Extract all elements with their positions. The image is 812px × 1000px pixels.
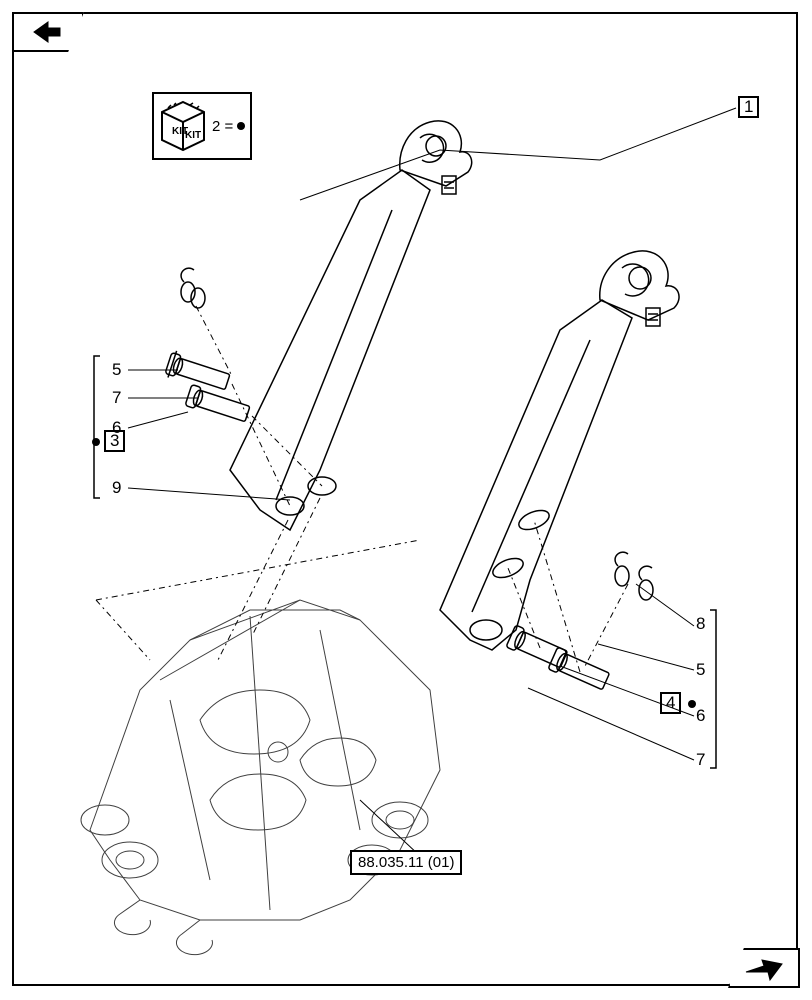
balloon-9: 9	[112, 478, 121, 498]
diagram-frame	[12, 12, 798, 986]
kit-legend: KIT KIT 2 =	[152, 92, 252, 160]
balloon-8: 8	[696, 614, 705, 634]
balloon-6-left: 6	[112, 418, 121, 438]
kit-legend-text: 2 =	[212, 118, 245, 135]
balloon-1: 1	[738, 96, 759, 118]
balloon-7-left: 7	[112, 388, 121, 408]
kit-legend-eq: 2 =	[212, 118, 233, 135]
svg-text:KIT: KIT	[185, 130, 201, 141]
kit-icon: KIT KIT	[160, 100, 206, 152]
balloon-5-right: 5	[696, 660, 705, 680]
return-arrow-icon	[30, 20, 66, 44]
balloon-3-dot	[92, 438, 100, 446]
balloon-5-left: 5	[112, 360, 121, 380]
ref-label: 88.035.11 (01)	[350, 850, 462, 875]
balloon-4: 4	[660, 692, 681, 714]
balloon-6-right: 6	[696, 706, 705, 726]
kit-legend-dot	[237, 122, 245, 130]
balloon-7-right: 7	[696, 750, 705, 770]
balloon-4-dot	[688, 700, 696, 708]
forward-arrow-icon	[744, 954, 784, 982]
